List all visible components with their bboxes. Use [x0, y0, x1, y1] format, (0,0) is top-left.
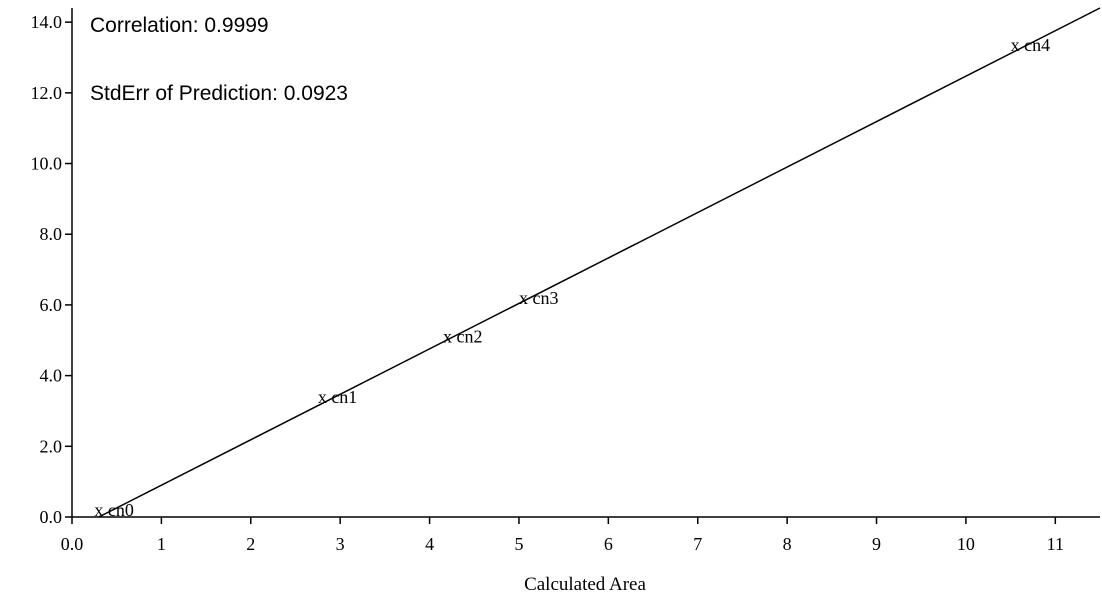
regression-line	[98, 7, 1101, 518]
x-ticks: 0.0 1 2 3 4 5 6 7 8 9 10 11	[61, 517, 1064, 554]
y-tick-label: 8.0	[40, 224, 63, 244]
x-tick-label: 10	[957, 534, 975, 554]
x-tick-label: 11	[1047, 534, 1064, 554]
y-tick-label: 14.0	[31, 12, 63, 32]
data-point-label: x cn0	[94, 500, 134, 520]
x-tick-label: 3	[336, 534, 345, 554]
y-tick-label: 0.0	[40, 507, 63, 527]
x-axis-title: Calculated Area	[524, 574, 646, 595]
data-point-label: x cn3	[519, 288, 559, 308]
y-tick-label: 10.0	[31, 154, 63, 174]
data-points: x cn0 x cn1 x cn2 x cn3 x cn4	[94, 35, 1050, 520]
x-tick-label: 4	[425, 534, 434, 554]
data-point-label: x cn4	[1011, 35, 1050, 55]
x-tick-label: 7	[693, 534, 702, 554]
data-point-label: x cn1	[318, 387, 358, 407]
x-tick-label: 9	[872, 534, 881, 554]
stderr-annotation: StdErr of Prediction: 0.0923	[90, 82, 348, 105]
correlation-annotation: Correlation: 0.9999	[90, 14, 269, 37]
x-tick-label: 0.0	[61, 534, 84, 554]
x-tick-label: 6	[604, 534, 613, 554]
y-ticks: 0.0 2.0 4.0 6.0 8.0 10.0 12.0 14.0	[31, 12, 72, 527]
y-tick-label: 2.0	[40, 436, 63, 456]
data-point-label: x cn2	[443, 327, 483, 347]
x-tick-label: 1	[157, 534, 166, 554]
x-tick-label: 2	[246, 534, 255, 554]
y-tick-label: 4.0	[40, 366, 63, 386]
y-tick-label: 6.0	[40, 295, 63, 315]
y-tick-label: 12.0	[31, 83, 63, 103]
x-tick-label: 5	[514, 534, 523, 554]
x-tick-label: 8	[783, 534, 792, 554]
